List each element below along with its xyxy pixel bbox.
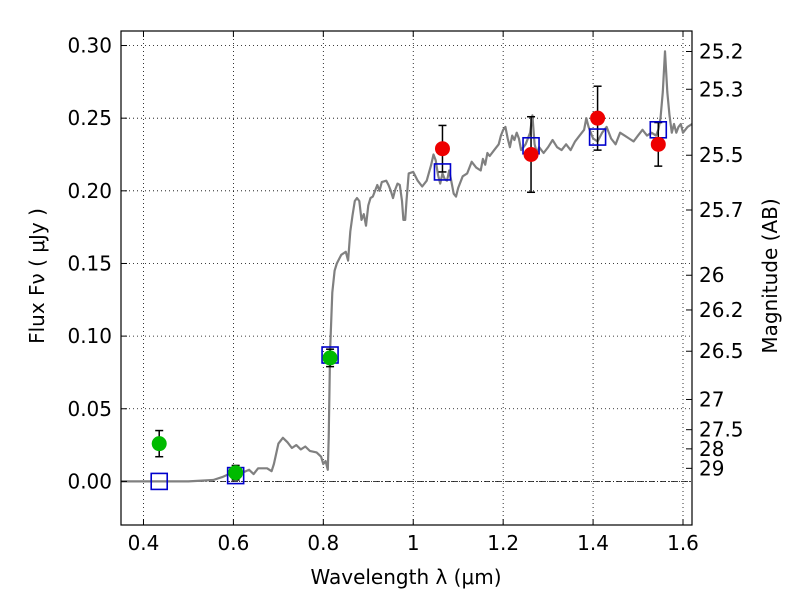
y-tick-label: 0.25 — [67, 106, 112, 130]
y-tick-label: 0.20 — [67, 179, 112, 203]
observed-point-red — [523, 147, 539, 162]
y-tick-label: 0.00 — [67, 469, 112, 493]
x-tick-label: 0.4 — [128, 531, 160, 555]
observed-point-green — [228, 465, 244, 481]
model-flux-square — [433, 163, 452, 181]
x-tick-labels: 0.4 0.6 0.8 1 1.2 1.4 1.6 — [128, 531, 699, 555]
y-tick-label: 0.10 — [67, 324, 112, 348]
y-axis-label: Flux Fν ( μJy ) — [25, 208, 49, 344]
axis-ticks — [121, 31, 692, 525]
y-tick-label: 0.05 — [67, 397, 112, 421]
magnitude-tick-label: 29 — [699, 456, 724, 480]
x-tick-label: 1.2 — [487, 531, 519, 555]
x-tick-label: 0.6 — [217, 531, 249, 555]
observed-flux-points — [151, 110, 666, 481]
plot-frame — [120, 30, 693, 526]
observed-point-red — [434, 141, 450, 157]
magnitude-tick-label: 26.5 — [699, 339, 744, 363]
magnitude-tick-label: 25.3 — [699, 77, 744, 101]
observed-point-green — [151, 436, 167, 452]
model-flux-square — [150, 472, 169, 491]
x-axis-label: Wavelength λ (μm) — [310, 565, 501, 589]
model-spectrum-line — [121, 50, 693, 483]
observed-point-red — [650, 136, 666, 152]
magnitude-tick-label: 27.5 — [699, 418, 744, 442]
magnitude-tick-label: 26 — [699, 263, 724, 287]
y-tick-labels: 0.00 0.05 0.10 0.15 0.20 0.25 0.30 — [67, 34, 112, 494]
x-tick-label: 1.4 — [577, 531, 609, 555]
right-axis-label: Magnitude (AB) — [758, 198, 782, 353]
magnitude-tick-label: 25.5 — [699, 143, 744, 167]
magnitude-tick-label: 27 — [699, 387, 724, 411]
y-tick-label: 0.30 — [67, 34, 112, 58]
magnitude-tick-label: 25.2 — [699, 39, 744, 63]
y-tick-label: 0.15 — [67, 251, 112, 275]
model-flux-squares — [150, 121, 668, 491]
magnitude-tick-label: 26.2 — [699, 298, 744, 322]
x-tick-label: 1.6 — [667, 531, 699, 555]
model-flux-square — [588, 128, 607, 146]
magnitude-tick-label: 28 — [699, 437, 724, 461]
x-tick-label: 1 — [407, 531, 420, 555]
observed-point-green — [322, 350, 338, 366]
x-tick-label: 0.8 — [307, 531, 339, 555]
plot-area — [121, 31, 692, 525]
observed-point-red — [590, 110, 606, 126]
magnitude-tick-label: 25.7 — [699, 198, 744, 222]
